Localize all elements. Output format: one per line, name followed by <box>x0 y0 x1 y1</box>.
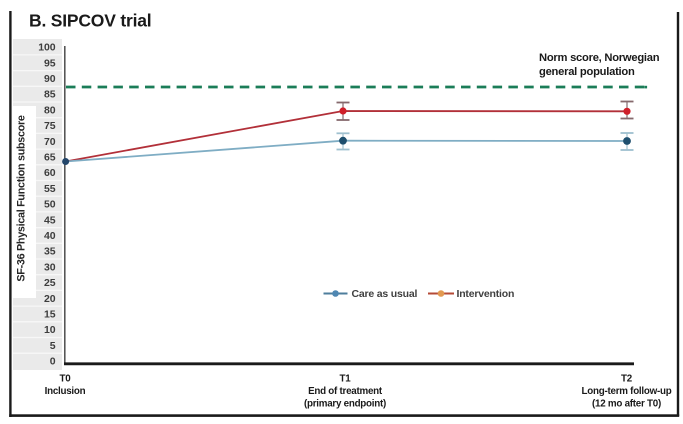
svg-text:10: 10 <box>44 324 56 336</box>
svg-text:65: 65 <box>44 152 56 164</box>
svg-text:50: 50 <box>44 199 56 211</box>
svg-text:Intervention: Intervention <box>457 288 515 300</box>
svg-text:60: 60 <box>44 167 56 179</box>
svg-text:55: 55 <box>44 183 56 195</box>
svg-text:T1: T1 <box>340 374 352 385</box>
svg-text:85: 85 <box>44 89 56 101</box>
svg-text:general population: general population <box>539 66 635 78</box>
svg-text:Norm score, Norwegian: Norm score, Norwegian <box>539 52 660 64</box>
svg-text:95: 95 <box>44 57 56 69</box>
svg-text:SF-36 Physical Function subsco: SF-36 Physical Function subscore <box>16 115 28 281</box>
svg-text:5: 5 <box>50 340 56 352</box>
svg-text:T0: T0 <box>60 374 72 385</box>
svg-text:B. SIPCOV trial: B. SIPCOV trial <box>29 11 151 31</box>
svg-text:30: 30 <box>44 261 56 273</box>
svg-text:70: 70 <box>44 136 56 148</box>
svg-text:End of treatment: End of treatment <box>308 386 383 397</box>
svg-text:75: 75 <box>44 120 56 132</box>
svg-text:80: 80 <box>44 104 56 116</box>
svg-text:0: 0 <box>50 356 56 368</box>
svg-text:T2: T2 <box>621 374 633 385</box>
svg-text:100: 100 <box>38 42 55 54</box>
svg-text:45: 45 <box>44 214 56 226</box>
svg-text:35: 35 <box>44 246 56 258</box>
svg-text:90: 90 <box>44 73 56 85</box>
svg-text:25: 25 <box>44 277 56 289</box>
svg-text:Care as usual: Care as usual <box>352 288 418 300</box>
svg-text:(12 mo after T0): (12 mo after T0) <box>592 399 661 410</box>
svg-text:Inclusion: Inclusion <box>45 386 86 397</box>
svg-text:40: 40 <box>44 230 56 242</box>
svg-text:15: 15 <box>44 309 56 321</box>
svg-text:20: 20 <box>44 293 56 305</box>
svg-text:(primary endpoint): (primary endpoint) <box>304 399 386 410</box>
svg-text:Long-term follow-up: Long-term follow-up <box>582 386 672 397</box>
